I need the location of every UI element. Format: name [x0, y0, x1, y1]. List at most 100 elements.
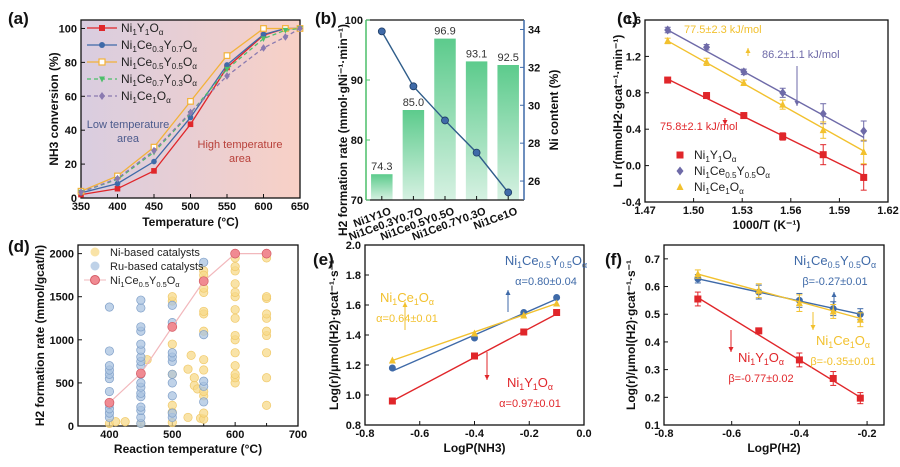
- y-axis-label: Ln r(mmolH2·gcat⁻¹·min⁻¹): [611, 35, 625, 188]
- legend-marker: [98, 58, 106, 66]
- legend-marker: [676, 151, 684, 159]
- text-segment: Ce: [710, 180, 726, 194]
- data-point: [186, 350, 196, 360]
- data-point: [167, 348, 177, 358]
- y2-tick-label: 26: [528, 176, 540, 188]
- panel-e: -0.8 -0.6 -0.4 -0.2 0.0 0.8 1.0 1.2 1.4 1.6 1.8 2.0…: [313, 240, 592, 455]
- text-segment: Ni: [505, 253, 517, 268]
- subscript: 1: [132, 79, 137, 88]
- data-point: [187, 114, 194, 121]
- data-point: [199, 355, 209, 365]
- subscript: α: [765, 171, 770, 180]
- x-tick-label: 1.56: [780, 205, 801, 217]
- data-point: [471, 352, 478, 360]
- series-name-label: Ni1Ce0.5Y0.5Oα: [505, 253, 587, 270]
- y-tick-label: 1.6: [346, 300, 361, 312]
- legend-label: Ru-based catalysts: [110, 261, 204, 273]
- x-axis-label: LogP(NH3): [444, 441, 506, 455]
- legend-label: Ni1Ce0.5Y0.5Oα: [694, 164, 770, 180]
- subscript: α: [166, 96, 171, 105]
- data-point: [471, 329, 478, 337]
- text-segment: Ni: [121, 72, 132, 86]
- y-tick-label: 0.5: [645, 309, 660, 321]
- data-point: [779, 100, 787, 108]
- y-tick-label: 0.1: [645, 420, 660, 432]
- order-label: α=0.80±0.04: [515, 276, 577, 288]
- legend-label: Ni1Ce0.7Y0.3Oα: [121, 72, 197, 88]
- legend-marker: [90, 247, 100, 257]
- subscript: 1: [764, 357, 769, 367]
- y-tick-label: 60: [65, 91, 77, 103]
- subscript: 1: [152, 96, 157, 105]
- bar-value-label: 96.9: [434, 26, 455, 38]
- fit-line: [667, 78, 865, 177]
- subscript: α: [192, 79, 197, 88]
- x-tick-label: 1.59: [829, 205, 850, 217]
- data-point: [553, 309, 561, 316]
- text-segment: Ni: [121, 89, 132, 103]
- data-point: [224, 66, 230, 73]
- y-tick-label: 1500: [50, 292, 74, 304]
- arrow-head-icon: [794, 101, 800, 106]
- y-tick-label: 100: [59, 23, 77, 35]
- data-point: [151, 168, 157, 174]
- panel-d: 400 500 600 700 0 500 1000 1500 2000 (d) Reaction …: [8, 237, 307, 456]
- legend-label: Ni1Ce1Oα: [121, 89, 171, 105]
- data-point: [819, 126, 827, 134]
- annotation: Low temperature: [87, 119, 170, 131]
- subscript: α: [739, 187, 744, 196]
- text-segment: Y: [551, 253, 560, 268]
- text-segment: Ni: [794, 253, 806, 268]
- data-point: [703, 92, 711, 100]
- data-point: [104, 361, 114, 371]
- order-label: β=-0.77±0.02: [728, 373, 793, 385]
- ni-content-point: [472, 148, 481, 157]
- data-point: [230, 279, 240, 289]
- subscript: 0.5: [172, 62, 184, 71]
- series-name-label: Ni1Ce1Oα: [816, 333, 870, 350]
- x-axis-label: LogP(H2): [747, 441, 800, 455]
- data-point: [703, 42, 711, 52]
- y-axis-label: H2 formation rate (mmol/gcat/h): [33, 245, 47, 426]
- data-point: [260, 36, 267, 42]
- series-line: [80, 27, 301, 193]
- bar: [497, 65, 519, 200]
- data-point: [703, 57, 711, 65]
- data-point: [230, 361, 240, 371]
- x-tick-label: 1.50: [683, 205, 704, 217]
- arrow-head-icon: [745, 48, 751, 53]
- y-tick-label: 90: [351, 75, 363, 87]
- data-point: [262, 400, 272, 410]
- y-tick-label: 1.8: [346, 270, 361, 282]
- data-point: [230, 348, 240, 358]
- annotation: area: [117, 133, 140, 145]
- data-point: [223, 52, 231, 59]
- text-segment: Ni: [694, 148, 705, 162]
- x-tick-label: 350: [72, 201, 90, 213]
- text-segment: Y: [164, 55, 172, 69]
- legend-label: Ni1Y1Oα: [694, 148, 737, 164]
- data-point: [136, 402, 146, 412]
- legend-label: Ni1Ce0.5Y0.5Oα: [110, 275, 180, 289]
- ni-content-point: [504, 188, 513, 197]
- panel-a: 350 400 450 500 550 600 650 0 20 40 60 80 100 (a) Temp…: [8, 9, 309, 229]
- y-tick-label: 1000: [50, 335, 74, 347]
- data-point: [860, 147, 868, 155]
- data-point: [694, 295, 702, 303]
- text-segment: Ce: [811, 253, 828, 268]
- series: Ni1Ce0.7Y0.3Oα: [78, 26, 303, 196]
- data-point: [167, 292, 177, 302]
- y-tick-label: 100: [345, 15, 363, 27]
- subscript: 0.5: [745, 171, 757, 180]
- arrow-head-icon: [484, 375, 490, 380]
- subscript: 0.5: [152, 62, 164, 71]
- plot-frame: [663, 244, 885, 426]
- y-tick-label: 80: [351, 135, 363, 147]
- x-tick-label: 500: [163, 429, 181, 441]
- x-tick-label: 1.47: [634, 205, 655, 217]
- x-tick-label: 500: [181, 201, 199, 213]
- subscript: 1: [705, 155, 710, 164]
- subscript: α: [779, 357, 784, 367]
- data-point: [183, 364, 193, 374]
